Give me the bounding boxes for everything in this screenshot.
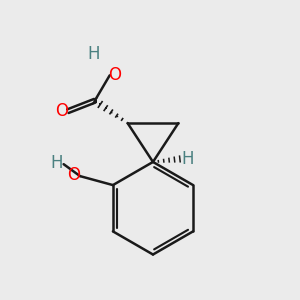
Text: H: H — [87, 45, 100, 63]
Text: O: O — [55, 102, 68, 120]
Text: H: H — [181, 150, 194, 168]
Text: H: H — [51, 154, 63, 172]
Text: O: O — [109, 66, 122, 84]
Text: O: O — [67, 166, 80, 184]
